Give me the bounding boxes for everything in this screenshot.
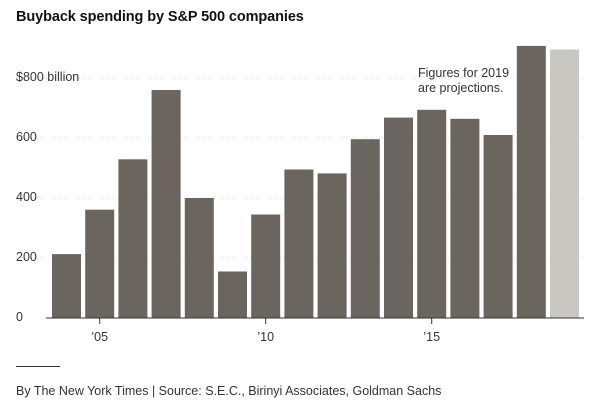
x-tick-label: ’15 bbox=[423, 330, 440, 344]
x-tick-label: ’05 bbox=[91, 330, 108, 344]
chart-title: Buyback spending by S&P 500 companies bbox=[16, 9, 304, 25]
bar-projected bbox=[550, 49, 579, 318]
bar bbox=[483, 135, 513, 318]
bar bbox=[450, 118, 480, 318]
y-tick-label: 0 bbox=[16, 310, 23, 324]
bar bbox=[384, 117, 413, 318]
divider bbox=[16, 366, 60, 367]
bar bbox=[284, 169, 314, 318]
bar-chart: 0 200 400 600 $800 billion ’05 ’10 ’15 Figures f… bbox=[16, 45, 584, 344]
source-credit: By The New York Times | Source: S.E.C., … bbox=[16, 384, 442, 398]
bar bbox=[350, 139, 380, 318]
bar bbox=[516, 45, 546, 319]
bar bbox=[417, 109, 447, 318]
y-tick-label: 600 bbox=[16, 130, 37, 144]
y-tick-label: 200 bbox=[16, 250, 37, 264]
bar bbox=[151, 90, 181, 318]
bar bbox=[85, 209, 115, 318]
bar bbox=[251, 214, 281, 318]
bar bbox=[317, 173, 347, 318]
x-tick-label: ’10 bbox=[257, 330, 274, 344]
y-tick-label: $800 billion bbox=[16, 70, 79, 84]
bar bbox=[118, 159, 148, 318]
y-tick-label: 400 bbox=[16, 190, 37, 204]
bar bbox=[218, 271, 247, 318]
bar bbox=[52, 254, 81, 318]
projection-note: Figures for 2019 bbox=[418, 66, 509, 80]
projection-note: are projections. bbox=[418, 81, 503, 95]
bar bbox=[184, 198, 214, 318]
